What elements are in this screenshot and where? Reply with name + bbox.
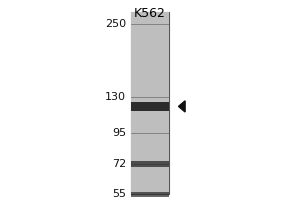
Text: 250: 250 [105,19,126,29]
FancyBboxPatch shape [130,192,170,197]
FancyBboxPatch shape [130,12,170,194]
Text: 72: 72 [112,159,126,169]
Text: 95: 95 [112,128,126,138]
FancyBboxPatch shape [130,12,170,194]
FancyBboxPatch shape [130,102,170,111]
Text: 55: 55 [112,189,126,199]
FancyBboxPatch shape [130,161,170,167]
Text: K562: K562 [134,7,166,20]
Polygon shape [178,101,185,112]
Text: 130: 130 [105,92,126,102]
